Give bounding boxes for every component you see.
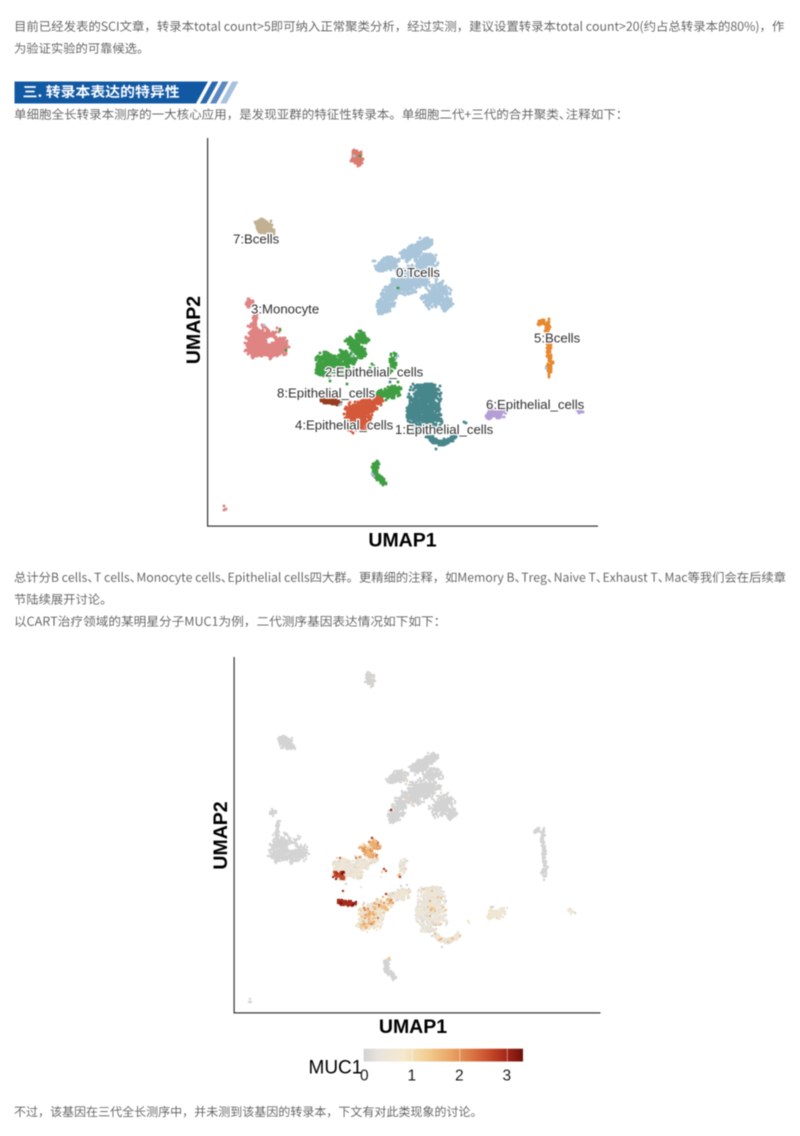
svg-text:6:Epithelial_cells: 6:Epithelial_cells (486, 397, 585, 412)
svg-text:2: 2 (455, 1068, 464, 1085)
svg-text:7:Bcells: 7:Bcells (233, 232, 280, 247)
svg-text:MUC1: MUC1 (309, 1058, 363, 1079)
svg-text:8:Epithelial_cells: 8:Epithelial_cells (277, 386, 376, 401)
svg-text:0: 0 (360, 1068, 369, 1085)
svg-text:2:Epithelial_cells: 2:Epithelial_cells (325, 365, 424, 380)
svg-text:UMAP2: UMAP2 (210, 801, 232, 869)
svg-text:0:Tcells: 0:Tcells (396, 265, 440, 280)
svg-text:6:Epithelial_cells: 6:Epithelial_cells (486, 397, 585, 412)
svg-text:4:Epithelial_cells: 4:Epithelial_cells (295, 418, 394, 433)
svg-text:1: 1 (407, 1068, 416, 1085)
svg-text:7:Bcells: 7:Bcells (233, 232, 280, 247)
svg-text:3:Monocyte: 3:Monocyte (251, 302, 319, 317)
svg-text:UMAP1: UMAP1 (379, 1016, 447, 1038)
svg-text:5:Bcells: 5:Bcells (534, 331, 581, 346)
svg-text:3: 3 (502, 1068, 511, 1085)
svg-text:1:Epithelial_cells: 1:Epithelial_cells (395, 422, 494, 437)
svg-text:1:Epithelial_cells: 1:Epithelial_cells (395, 422, 494, 437)
svg-text:5:Bcells: 5:Bcells (534, 331, 581, 346)
svg-text:0:Tcells: 0:Tcells (396, 265, 440, 280)
svg-text:4:Epithelial_cells: 4:Epithelial_cells (295, 418, 394, 433)
svg-text:2:Epithelial_cells: 2:Epithelial_cells (325, 365, 424, 380)
svg-text:3:Monocyte: 3:Monocyte (251, 302, 319, 317)
svg-text:UMAP2: UMAP2 (183, 296, 205, 364)
svg-text:8:Epithelial_cells: 8:Epithelial_cells (277, 386, 376, 401)
svg-text:UMAP1: UMAP1 (368, 530, 436, 552)
